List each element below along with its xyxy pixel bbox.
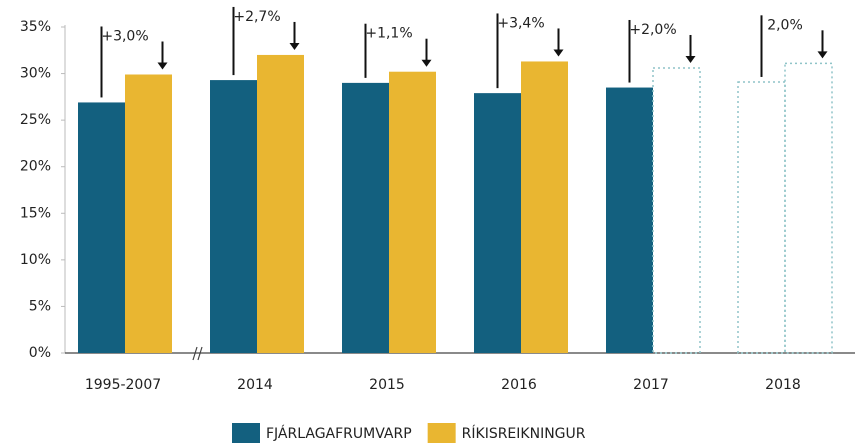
bar <box>210 80 257 353</box>
x-tick-label: 2015 <box>369 377 405 393</box>
y-tick-label: 0% <box>29 345 51 361</box>
arrow-head <box>553 49 564 57</box>
x-tick-label: 2016 <box>501 377 537 393</box>
annotation: +2,0% <box>629 22 676 38</box>
legend-label: FJÁRLAGAFRUMVARP <box>266 425 412 442</box>
annotation: +3,0% <box>101 29 148 45</box>
y-tick-label: 30% <box>20 66 51 82</box>
y-tick-label: 25% <box>20 112 51 128</box>
arrow-head <box>817 51 828 59</box>
y-tick-label: 35% <box>20 19 51 35</box>
y-tick-label: 10% <box>20 252 51 268</box>
annotation: +1,1% <box>365 26 412 42</box>
y-tick-label: 5% <box>29 298 51 314</box>
x-tick-label: 2018 <box>765 377 801 393</box>
y-tick-label: 20% <box>20 159 51 175</box>
bar <box>125 74 172 353</box>
arrow-head <box>685 55 696 63</box>
x-tick-label: 2017 <box>633 377 669 393</box>
bar <box>784 62 833 354</box>
y-tick-label: 15% <box>20 205 51 221</box>
bar <box>257 54 304 353</box>
bar <box>474 93 521 353</box>
annotation: +2,7% <box>233 9 280 25</box>
bar <box>652 67 701 354</box>
x-tick-label: 1995-2007 <box>85 377 161 393</box>
annotation: +3,4% <box>497 15 544 31</box>
legend-swatch <box>427 423 456 443</box>
bar <box>606 87 653 354</box>
bar <box>78 102 125 354</box>
arrow-head <box>157 62 168 70</box>
x-tick-label: 2014 <box>237 377 273 393</box>
bar <box>521 61 568 353</box>
bar <box>342 82 389 353</box>
axis-break <box>192 346 203 361</box>
arrow-head <box>289 42 300 50</box>
legend-label: RÍKISREIKNINGUR <box>462 425 586 442</box>
legend-swatch <box>232 423 260 443</box>
annotation: 2,0% <box>767 17 803 33</box>
bar <box>737 81 786 354</box>
arrow-head <box>421 59 432 67</box>
bar <box>389 71 436 354</box>
